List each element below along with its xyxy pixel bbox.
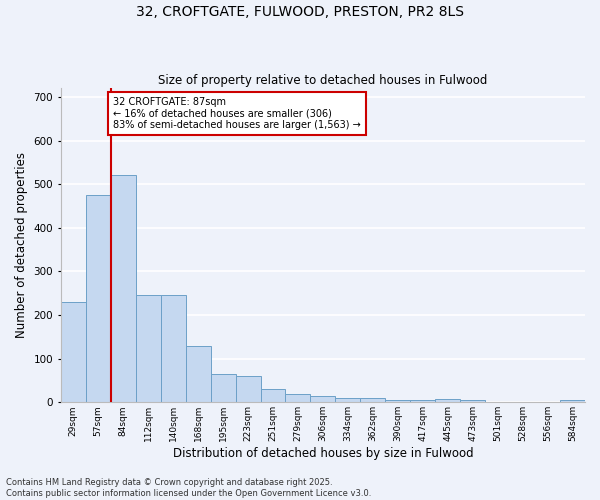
Bar [361,398,385,402]
Bar [211,374,236,402]
Bar [260,389,286,402]
Bar [460,400,485,402]
Bar [335,398,361,402]
Bar [111,176,136,402]
Y-axis label: Number of detached properties: Number of detached properties [15,152,28,338]
Bar [136,296,161,403]
Text: Contains HM Land Registry data © Crown copyright and database right 2025.
Contai: Contains HM Land Registry data © Crown c… [6,478,371,498]
X-axis label: Distribution of detached houses by size in Fulwood: Distribution of detached houses by size … [173,447,473,460]
Bar [161,296,185,403]
Bar [185,346,211,403]
Bar [385,400,410,402]
Bar [86,195,111,402]
Bar [560,400,585,402]
Text: 32, CROFTGATE, FULWOOD, PRESTON, PR2 8LS: 32, CROFTGATE, FULWOOD, PRESTON, PR2 8LS [136,5,464,19]
Title: Size of property relative to detached houses in Fulwood: Size of property relative to detached ho… [158,74,488,87]
Bar [435,399,460,402]
Bar [286,394,310,402]
Bar [310,396,335,402]
Bar [61,302,86,402]
Bar [236,376,260,402]
Bar [410,400,435,402]
Text: 32 CROFTGATE: 87sqm
← 16% of detached houses are smaller (306)
83% of semi-detac: 32 CROFTGATE: 87sqm ← 16% of detached ho… [113,97,361,130]
